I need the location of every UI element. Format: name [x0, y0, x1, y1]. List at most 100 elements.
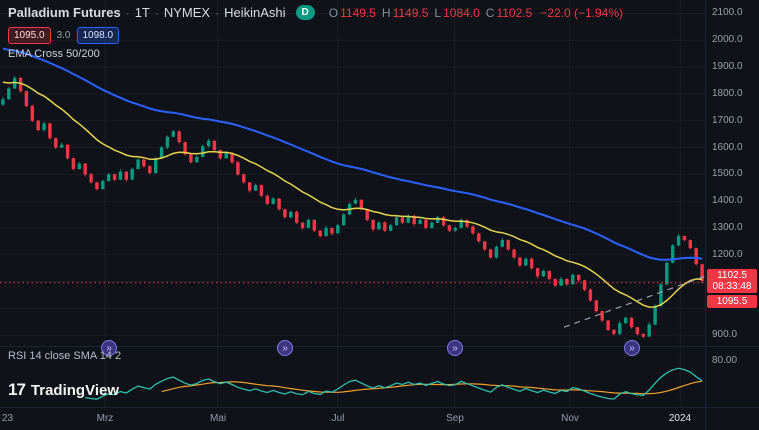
rsi-line[interactable]: [85, 367, 703, 400]
symbol-title[interactable]: Palladium Futures: [8, 5, 121, 20]
interval-label[interactable]: 1T: [134, 5, 150, 20]
candle-body: [212, 140, 217, 151]
candle-body: [165, 136, 170, 148]
candle-body: [24, 91, 29, 106]
contract-rollover-icon[interactable]: »: [447, 340, 463, 356]
candle-body: [671, 245, 675, 263]
candle-body: [629, 317, 634, 328]
contract-rollover-icon[interactable]: »: [624, 340, 640, 356]
candle-body: [171, 131, 175, 137]
candle-body: [483, 241, 487, 250]
candle-body: [676, 236, 681, 246]
rsi-indicator-label[interactable]: RSI 14 close SMA 14 2: [8, 350, 122, 362]
candle-body: [400, 217, 405, 223]
candle-body: [154, 158, 158, 173]
candle-body: [295, 211, 299, 223]
pane-separator[interactable]: [0, 346, 759, 347]
candle-body: [136, 159, 140, 169]
rsi-sma-line[interactable]: [161, 380, 703, 395]
candle-body: [65, 144, 70, 159]
last-price-label: 1102.5 08:33:48: [707, 269, 757, 293]
interval-badge[interactable]: D: [295, 5, 315, 20]
candle-body: [530, 258, 534, 269]
candle-body: [342, 214, 346, 226]
ask-button[interactable]: 1098.0: [76, 27, 120, 44]
price-tick-label: 1800.0: [712, 88, 743, 99]
tradingview-logo[interactable]: 17 TradingView: [8, 380, 119, 400]
ema-50-line[interactable]: [2, 81, 703, 308]
price-tick-label: 1300.0: [712, 222, 743, 233]
separator: ·: [125, 5, 130, 20]
candle-body: [477, 233, 481, 242]
candle-body: [559, 278, 563, 286]
candle-body: [700, 264, 704, 281]
candle-body: [242, 174, 246, 183]
candle-body: [30, 105, 34, 121]
candle-body: [130, 169, 134, 180]
rsi-pane[interactable]: [0, 347, 705, 407]
candle-body: [1, 99, 5, 105]
candle-body: [389, 225, 393, 231]
price-pane[interactable]: [0, 0, 705, 346]
candle-body: [453, 228, 457, 231]
candle-body: [95, 182, 99, 190]
time-axis-separator: [0, 407, 759, 408]
candle-body: [383, 222, 387, 231]
candle-body: [406, 215, 410, 223]
candle-body: [206, 140, 211, 147]
candle-body: [694, 248, 698, 265]
candle-body: [336, 225, 340, 234]
price-tick-label: 2100.0: [712, 7, 743, 18]
candle-body: [306, 219, 311, 228]
time-tick-label: Mrz: [96, 413, 114, 424]
candle-body: [183, 142, 187, 155]
contract-rollover-icon[interactable]: »: [277, 340, 293, 356]
close-value: 1102.5: [496, 5, 533, 20]
bid-button[interactable]: 1095.0: [8, 27, 51, 44]
candle-body: [518, 257, 522, 266]
rsi-axis-label: 80.00: [712, 355, 738, 366]
candle-body: [48, 123, 52, 139]
last-price-value: 1102.5: [717, 270, 747, 281]
bid-ask-row: 1095.0 3.0 1098.0: [8, 27, 120, 44]
candle-body: [371, 219, 375, 230]
exchange-label[interactable]: NYMEX: [163, 5, 211, 20]
candle-body: [324, 228, 328, 236]
candle-body: [289, 211, 293, 218]
time-tick-label: Nov: [561, 413, 579, 424]
candle-body: [512, 249, 516, 258]
candle-body: [77, 163, 81, 169]
candle-body: [224, 152, 228, 159]
bar-countdown: 08:33:48: [712, 281, 752, 292]
candle-body: [159, 147, 164, 159]
chart-style-label[interactable]: HeikinAshi: [224, 5, 286, 20]
candle-body: [107, 174, 111, 181]
ema-200-line[interactable]: [2, 47, 703, 261]
open-label: O: [328, 5, 339, 20]
price-tick-label: 1600.0: [712, 142, 743, 153]
candle-body: [571, 274, 575, 285]
candle-body: [300, 222, 305, 228]
candle-body: [635, 327, 640, 334]
candle-body: [647, 324, 651, 337]
candle-body: [618, 323, 622, 334]
time-axis[interactable]: 23 Mrz Mai Jul Sep Nov 2024: [0, 408, 759, 430]
candle-body: [259, 185, 264, 196]
price-tick-label: 900.0: [712, 329, 738, 340]
ema-cross-label[interactable]: EMA Cross 50/200: [8, 48, 100, 60]
price-axis[interactable]: 1102.5 08:33:48 1095.5 80.00 2100.0 2000.…: [706, 0, 759, 408]
contract-rollover-icon[interactable]: »: [101, 340, 117, 356]
trend-line[interactable]: [563, 275, 705, 328]
candle-body: [436, 217, 440, 223]
candle-body: [624, 317, 628, 324]
candle-body: [659, 284, 663, 306]
separator: ·: [154, 5, 159, 20]
candle-body: [565, 278, 569, 285]
candle-body: [318, 230, 322, 237]
candle-body: [547, 270, 551, 279]
price-tick-label: 1400.0: [712, 195, 743, 206]
price-tick-label: 1500.0: [712, 168, 743, 179]
candle-body: [353, 199, 358, 204]
candle-body: [18, 77, 23, 92]
candle-body: [418, 219, 422, 224]
